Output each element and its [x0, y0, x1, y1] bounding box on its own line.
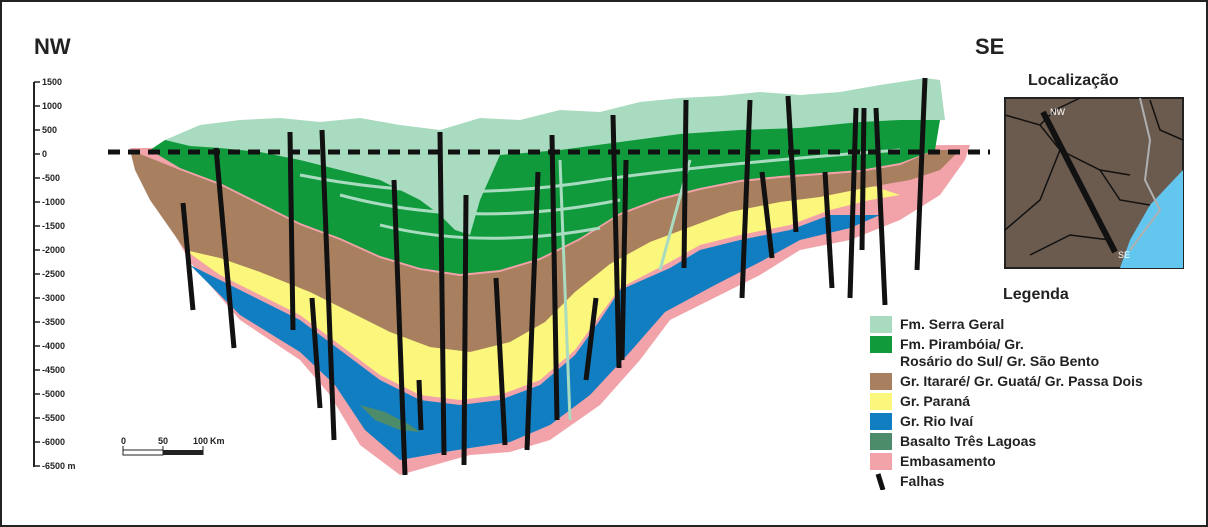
legend: Fm. Serra Geral Fm. Pirambóia/ Gr. Rosári…	[870, 316, 1208, 493]
axis-tick-label: -1500	[42, 221, 65, 231]
legend-label: Falhas	[900, 473, 945, 489]
scale-label-0: 0	[121, 436, 126, 446]
section-line	[1040, 110, 1118, 254]
legend-label: Embasamento	[900, 453, 996, 469]
location-map: NW SE	[1004, 97, 1184, 269]
location-title: Localização	[1028, 72, 1119, 89]
axis-tick-label: 1500	[42, 77, 62, 87]
legend-label: Basalto Três Lagoas	[900, 433, 1037, 449]
axis-tick-label: -5500	[42, 413, 65, 423]
legend-label: Gr. Rio Ivaí	[900, 413, 974, 429]
faults	[180, 77, 928, 476]
legend-item: Fm. Serra Geral	[870, 316, 1208, 333]
legend-swatch	[870, 453, 892, 470]
layer-parana	[185, 185, 900, 400]
axis-tick-label: -3000	[42, 293, 65, 303]
se-direction-label: SE	[975, 34, 1005, 59]
legend-label: Fm. Pirambóia/ Gr. Rosário do Sul/ Gr. S…	[900, 336, 1100, 369]
axis-tick-label: -6000	[42, 437, 65, 447]
legend-swatch	[870, 393, 892, 410]
geologic-section	[108, 78, 990, 475]
legend-swatch	[870, 413, 892, 430]
fault-swatch	[870, 473, 892, 491]
legend-item: Falhas	[870, 473, 1208, 491]
legend-label: Gr. Itararé/ Gr. Guatá/ Gr. Passa Dois	[900, 373, 1143, 389]
scale-label-km: Km	[210, 436, 225, 446]
axis-tick-label: -3500	[42, 317, 65, 327]
legend-item: Fm. Pirambóia/ Gr. Rosário do Sul/ Gr. S…	[870, 336, 1208, 370]
legend-title: Legenda	[1003, 286, 1069, 303]
legend-swatch	[870, 316, 892, 333]
axis-tick-label: 0	[42, 149, 47, 159]
axis-tick-label: -4500	[42, 365, 65, 375]
axis-tick-label: 500	[42, 125, 57, 135]
axis-tick-label: -6500 m	[42, 461, 76, 471]
legend-item: Gr. Rio Ivaí	[870, 413, 1208, 430]
axis-tick-label: -500	[42, 173, 60, 183]
axis-tick-label: -2500	[42, 269, 65, 279]
legend-label: Fm. Serra Geral	[900, 316, 1005, 332]
legend-swatch	[870, 433, 892, 450]
axis-tick-label: -4000	[42, 341, 65, 351]
depth-axis: 1500 1000 500 0 -500 -1000 -1500 -2000 -2500 -300…	[33, 77, 76, 471]
scale-label-50: 50	[158, 436, 168, 446]
axis-tick-label: 1000	[42, 101, 62, 111]
map-se-label: SE	[1118, 250, 1130, 260]
scale-bar: 0 50 100 Km	[121, 436, 225, 456]
axis-tick-label: -2000	[42, 245, 65, 255]
layer-itarare	[130, 150, 960, 352]
nw-direction-label: NW	[34, 34, 71, 59]
legend-item: Basalto Três Lagoas	[870, 433, 1208, 450]
axis-tick-label: -1000	[42, 197, 65, 207]
layer-rio-ivai	[190, 215, 880, 460]
legend-item: Gr. Paraná	[870, 393, 1208, 410]
scale-label-100: 100	[193, 436, 208, 446]
axis-tick-label: -5000	[42, 389, 65, 399]
legend-item: Gr. Itararé/ Gr. Guatá/ Gr. Passa Dois	[870, 373, 1208, 390]
legend-swatch	[870, 336, 892, 353]
legend-swatch	[870, 373, 892, 390]
legend-item: Embasamento	[870, 453, 1208, 470]
map-nw-label: NW	[1050, 107, 1065, 117]
legend-label: Gr. Paraná	[900, 393, 971, 409]
